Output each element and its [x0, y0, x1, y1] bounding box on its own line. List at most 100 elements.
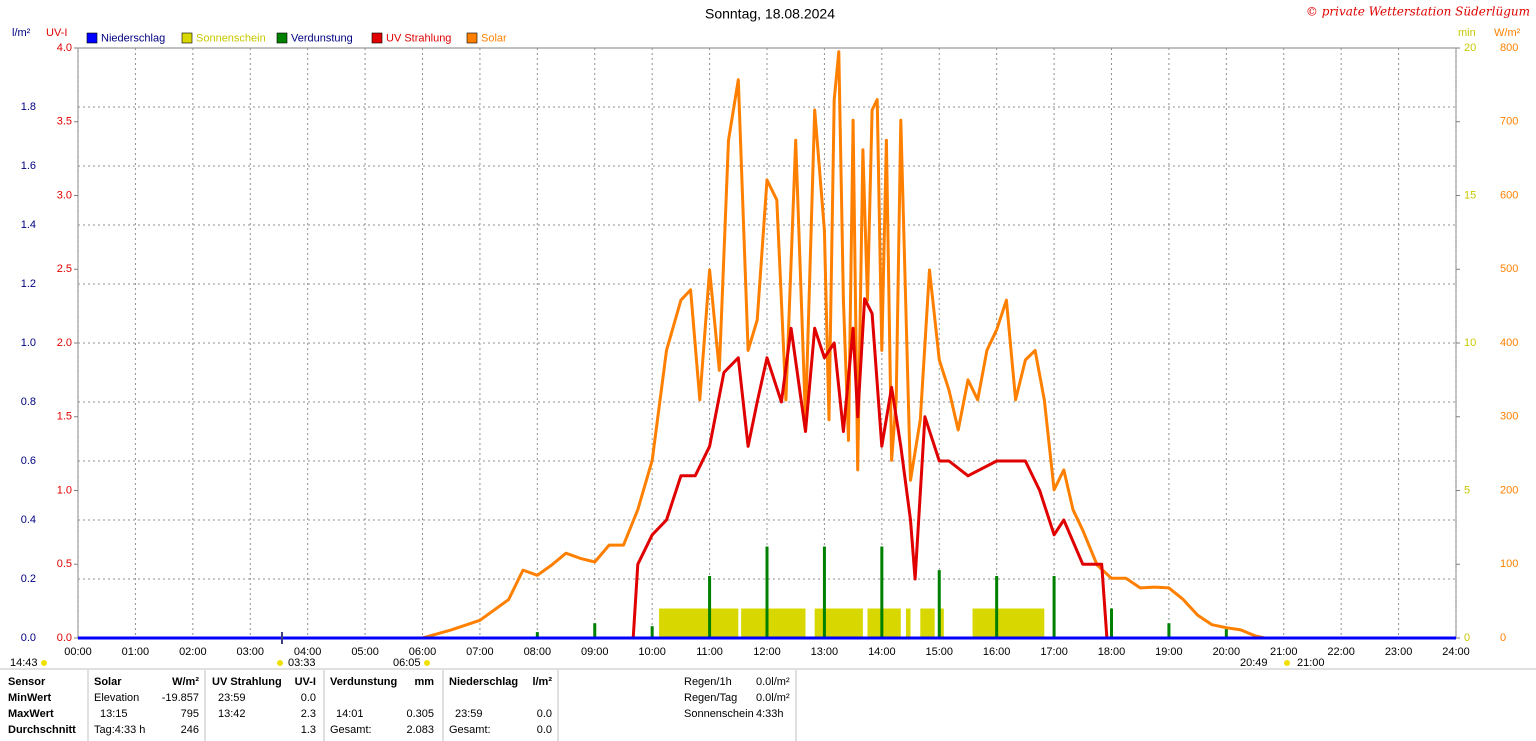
- stat-value: 1.3: [301, 724, 316, 736]
- x-tick-label: 12:00: [753, 646, 781, 658]
- panel-unit: UV-I: [295, 676, 316, 688]
- astro-marker: [424, 660, 430, 666]
- y2-tick-label: 2.5: [57, 263, 72, 275]
- y2-axis-title: UV-I: [46, 27, 67, 39]
- stat-time: Gesamt:: [449, 724, 491, 736]
- y4-axis-title: W/m²: [1494, 27, 1521, 39]
- row-label: Durchschnitt: [8, 724, 76, 736]
- evaporation-bar: [995, 576, 999, 638]
- evaporation-bar: [822, 546, 826, 638]
- evaporation-bar: [650, 626, 654, 638]
- x-tick-label: 16:00: [983, 646, 1011, 658]
- y3-tick-label: 10: [1464, 337, 1476, 349]
- extra-label: Regen/1h: [684, 676, 732, 688]
- sunshine-bar: [741, 608, 806, 638]
- sunshine-bar: [867, 608, 901, 638]
- y4-tick-label: 500: [1500, 263, 1518, 275]
- stat-value: 0.0: [537, 724, 552, 736]
- evaporation-bar: [1110, 608, 1113, 638]
- astro-label: 03:33: [288, 657, 316, 669]
- y-tick-label: 0.6: [21, 455, 36, 467]
- series-line: [422, 50, 1266, 640]
- stats-header: Sensor: [8, 676, 46, 688]
- x-tick-label: 17:00: [1040, 646, 1068, 658]
- y3-tick-label: 15: [1464, 189, 1476, 201]
- x-tick-label: 13:00: [811, 646, 839, 658]
- legend-swatch: [276, 32, 288, 44]
- astro-label: 20:49: [1240, 657, 1268, 669]
- y2-tick-label: 1.0: [57, 484, 72, 496]
- x-tick-label: 08:00: [524, 646, 552, 658]
- legend-swatch: [466, 32, 478, 44]
- y4-tick-label: 200: [1500, 484, 1518, 496]
- x-tick-label: 04:00: [294, 646, 322, 658]
- row-label: MinWert: [8, 692, 52, 704]
- stat-time: 13:15: [100, 708, 128, 720]
- panel-header: UV Strahlung: [212, 676, 282, 688]
- y-tick-label: 1.0: [21, 337, 36, 349]
- sunshine-bar: [814, 608, 863, 638]
- legend-label: Solar: [481, 32, 507, 44]
- panel-unit: W/m²: [172, 676, 199, 688]
- y-tick-label: 0.2: [21, 573, 36, 585]
- x-tick-label: 02:00: [179, 646, 207, 658]
- y2-tick-label: 2.0: [57, 337, 72, 349]
- stat-value: 2.083: [406, 724, 434, 736]
- evaporation-bar: [937, 570, 941, 638]
- x-tick-label: 01:00: [122, 646, 150, 658]
- evaporation-bar: [535, 632, 539, 638]
- extra-value: 4:33h: [756, 708, 784, 720]
- legend-swatch: [371, 32, 383, 44]
- stat-value: 795: [181, 708, 199, 720]
- legend-label: UV Strahlung: [386, 32, 451, 44]
- y2-tick-label: 3.5: [57, 116, 72, 128]
- y-tick-label: 0.4: [21, 514, 36, 526]
- stat-time: Gesamt:: [330, 724, 372, 736]
- astro-marker: [1284, 660, 1290, 666]
- y3-tick-label: 20: [1464, 42, 1476, 54]
- y2-tick-label: 1.5: [57, 411, 72, 423]
- y4-tick-label: 700: [1500, 116, 1518, 128]
- astro-label: 14:43: [10, 657, 38, 669]
- extra-label: Regen/Tag: [684, 692, 737, 704]
- y4-tick-label: 600: [1500, 189, 1518, 201]
- sunshine-bar: [905, 608, 911, 638]
- x-tick-label: 09:00: [581, 646, 609, 658]
- extra-label: Sonnenschein: [684, 708, 754, 720]
- y3-tick-label: 0: [1464, 632, 1470, 644]
- copyright: © private Wetterstation Süderlügum: [1306, 5, 1530, 19]
- x-tick-label: 18:00: [1098, 646, 1126, 658]
- sunshine-bar: [939, 608, 944, 638]
- y2-tick-label: 0.0: [57, 632, 72, 644]
- panel-unit: mm: [414, 676, 434, 688]
- evaporation-bar: [1167, 623, 1171, 638]
- y4-tick-label: 300: [1500, 411, 1518, 423]
- stat-time: Elevation: [94, 692, 139, 704]
- x-tick-label: 06:00: [409, 646, 437, 658]
- stat-time: 23:59: [218, 692, 246, 704]
- x-tick-label: 20:00: [1213, 646, 1241, 658]
- y-tick-label: 1.8: [21, 101, 36, 113]
- x-tick-label: 14:00: [868, 646, 896, 658]
- sunshine-bar: [920, 608, 935, 638]
- panel-header: Solar: [94, 676, 122, 688]
- x-tick-label: 11:00: [696, 646, 723, 658]
- stat-value: -19.857: [162, 692, 199, 704]
- evaporation-bar: [1052, 576, 1056, 638]
- row-label: MaxWert: [8, 708, 54, 720]
- astro-marker: [41, 660, 47, 666]
- x-tick-label: 24:00: [1442, 646, 1470, 658]
- stat-value: 0.0: [537, 708, 552, 720]
- y-tick-label: 1.6: [21, 160, 36, 172]
- evaporation-bar: [765, 546, 769, 638]
- stat-time: 14:01: [336, 708, 364, 720]
- legend-label: Verdunstung: [291, 32, 353, 44]
- stat-value: 2.3: [301, 708, 316, 720]
- legend-label: Sonnenschein: [196, 32, 266, 44]
- sunshine-bar: [972, 608, 1045, 638]
- evaporation-bar: [708, 576, 712, 638]
- stat-time: 23:59: [455, 708, 483, 720]
- legend-swatch: [181, 32, 193, 44]
- y4-tick-label: 400: [1500, 337, 1518, 349]
